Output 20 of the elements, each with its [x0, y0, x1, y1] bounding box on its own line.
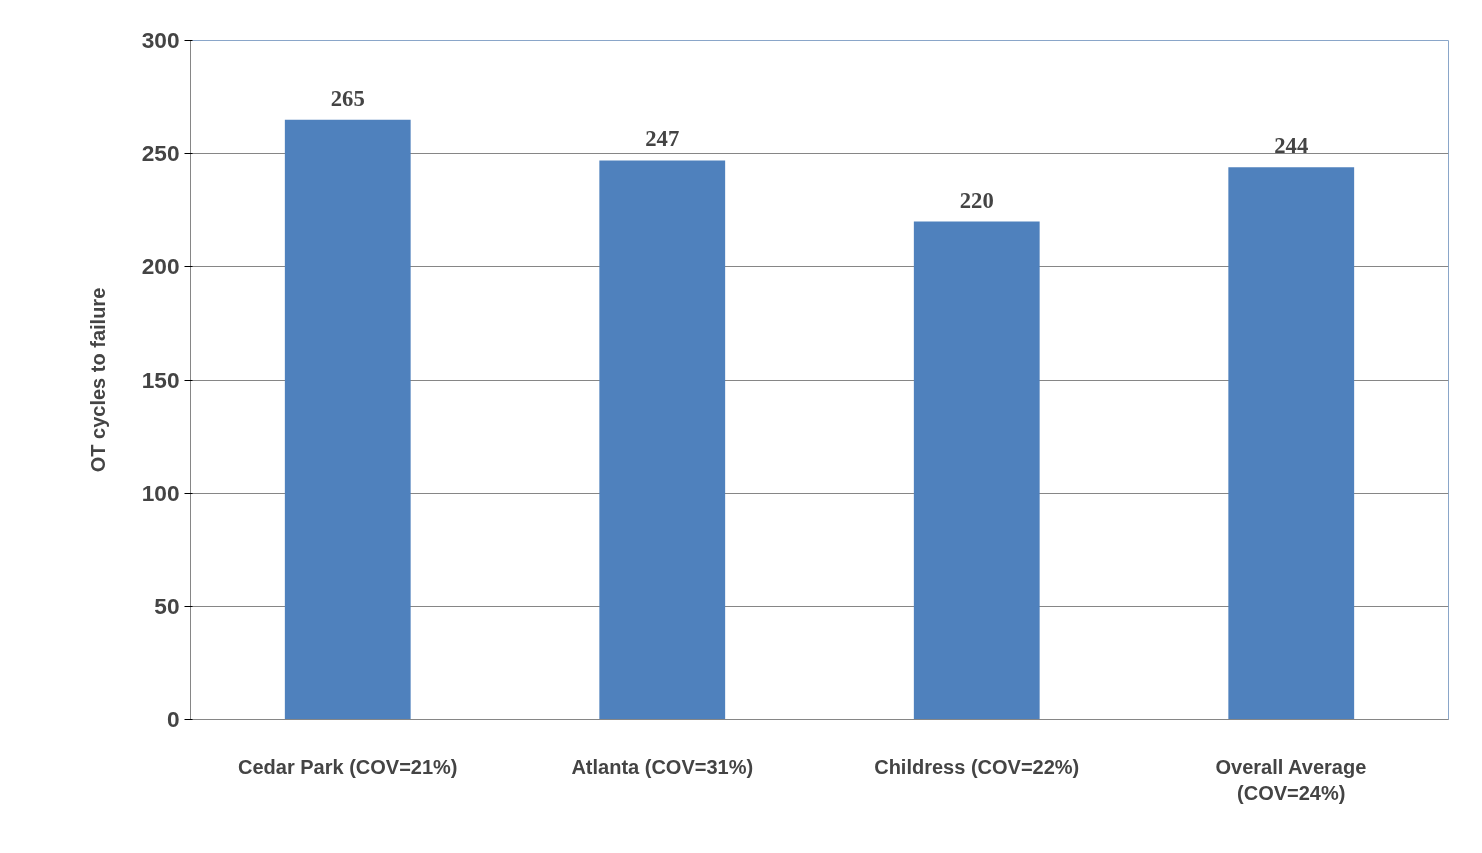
x-tick-label: Atlanta (COV=31%): [571, 755, 754, 778]
y-tick-label: 250: [141, 140, 180, 167]
bar: [599, 160, 726, 720]
y-tick-label: 100: [141, 479, 180, 506]
y-tick-label: 50: [154, 592, 180, 619]
x-tick-label: Cedar Park (COV=21%): [237, 755, 458, 778]
y-tick-label: 0: [166, 706, 180, 732]
x-tick-label: Overall Average (COV=24%): [1215, 755, 1367, 804]
y-axis-title: OT cycles to failure: [86, 287, 109, 473]
bar: [284, 119, 411, 720]
x-tick-label: Childress (COV=22%): [874, 755, 1080, 778]
bar: [913, 221, 1040, 720]
y-tick-label: 300: [141, 27, 180, 53]
data-label: 220: [959, 187, 994, 213]
data-label: 247: [645, 126, 680, 152]
bar: [1228, 167, 1355, 720]
y-tick-label: 150: [141, 366, 180, 393]
data-label: 265: [330, 85, 365, 111]
data-label: 244: [1274, 133, 1309, 159]
y-tick-label: 200: [141, 253, 180, 280]
